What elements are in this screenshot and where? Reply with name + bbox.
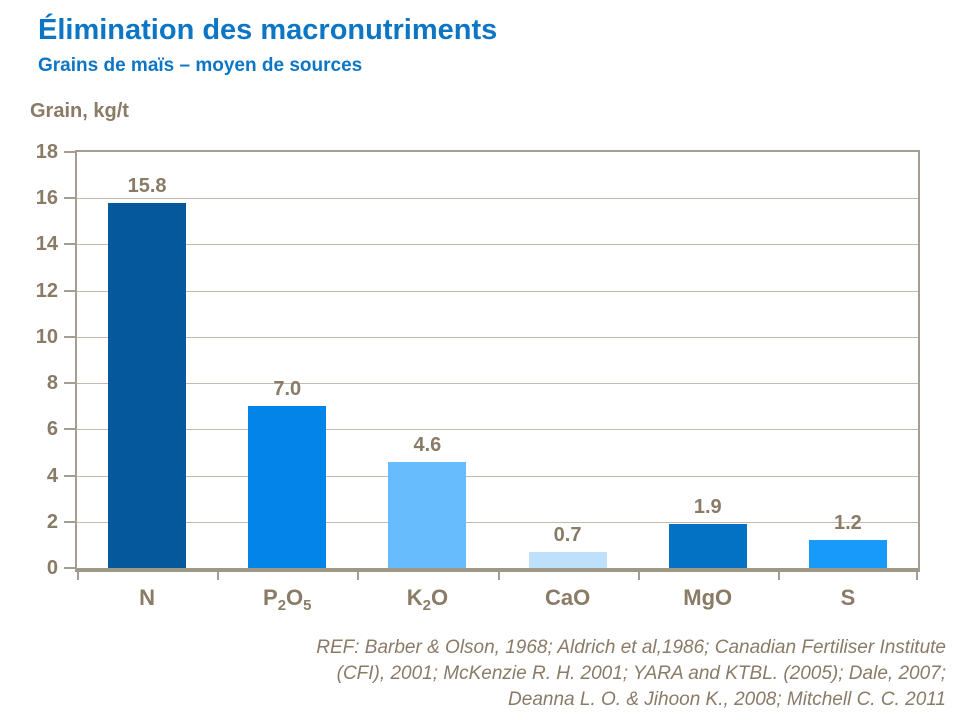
gridline [77, 429, 918, 431]
bar-n [108, 202, 187, 568]
y-axis-tick [64, 428, 75, 431]
y-axis-tick [64, 197, 75, 200]
gridline [77, 475, 918, 477]
x-axis-tick [357, 572, 360, 580]
x-axis-tick [777, 572, 780, 580]
y-axis-tick [64, 567, 75, 569]
x-axis-tick [497, 572, 500, 580]
subscript: 5 [303, 596, 312, 614]
y-axis-tick-label: 10 [35, 325, 58, 348]
y-axis-tick-label: 2 [46, 510, 58, 533]
chart-title: Élimination des macronutriments [38, 14, 498, 46]
reference-line: REF: Barber & Olson, 1968; Aldrich et al… [316, 637, 946, 658]
gridline [77, 336, 918, 338]
gridline [77, 521, 918, 523]
y-axis-tick [64, 335, 75, 338]
reference-line: Deanna L. O. & Jihoon K., 2008; Mitchell… [508, 689, 946, 710]
y-axis-tick [64, 151, 75, 153]
x-axis-label: CaO [544, 585, 591, 610]
x-axis-tick [77, 572, 79, 580]
y-axis-tick-label: 4 [46, 464, 58, 487]
y-axis-tick-label: 14 [35, 233, 58, 256]
bar-cao [528, 551, 607, 568]
x-axis-label: MgO [683, 585, 733, 610]
gridline [77, 290, 918, 292]
x-axis-tick [916, 572, 918, 580]
y-axis-tick-label: 16 [35, 187, 58, 210]
y-axis-tick [64, 382, 75, 385]
chart-subtitle: Grains de maïs – moyen de sources [38, 55, 363, 76]
x-axis-label: S [840, 585, 856, 610]
bar-value-label: 1.2 [834, 512, 862, 535]
bar-mgo [668, 524, 747, 568]
y-axis-tick-label: 18 [35, 141, 58, 163]
bar-k2o [388, 461, 467, 568]
bar-value-label: 7.0 [273, 378, 302, 401]
bar-value-label: 0.7 [553, 523, 582, 546]
x-axis-tick [217, 572, 220, 580]
y-axis-tick [64, 520, 75, 523]
subscript: 2 [277, 596, 287, 614]
x-axis-label: K2O [406, 585, 449, 614]
reference-text: REF: Barber & Olson, 1968; Aldrich et al… [186, 635, 946, 713]
y-axis-tick-label: 12 [35, 279, 58, 302]
bar-value-label: 15.8 [127, 174, 167, 197]
y-axis-tick [64, 289, 75, 292]
bar-s [808, 540, 887, 568]
gridline [77, 383, 918, 385]
subscript: 2 [422, 596, 431, 614]
y-axis-tick-label: 8 [46, 372, 58, 395]
y-axis-tick [64, 474, 75, 477]
x-axis-label: P2O5 [263, 585, 312, 614]
y-axis-tick-label: 6 [46, 418, 58, 441]
plot-area: 15.8 7.0 4.6 0.7 1.9 1.2 [75, 150, 920, 572]
y-axis-title: Grain, kg/t [30, 100, 129, 122]
y-axis-tick [64, 243, 75, 246]
bar-value-label: 4.6 [413, 433, 442, 456]
reference-line: (CFI), 2001; McKenzie R. H. 2001; YARA a… [336, 663, 946, 684]
y-axis-tick-label: 0 [46, 557, 58, 579]
bar-p2o5 [248, 406, 327, 568]
x-axis-tick [637, 572, 640, 580]
bar-value-label: 1.9 [693, 496, 722, 519]
x-axis-label: N [139, 585, 156, 610]
gridline [77, 244, 918, 246]
gridline [77, 198, 918, 200]
